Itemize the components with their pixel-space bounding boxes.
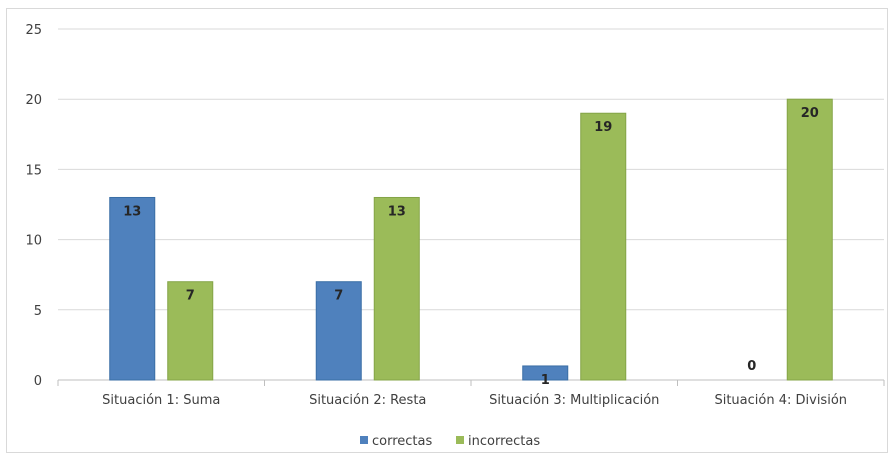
- data-label: 20: [801, 106, 819, 121]
- y-tick-label: 20: [25, 93, 42, 108]
- category-label: Situación 2: Resta: [309, 393, 426, 408]
- y-tick-label: 10: [25, 234, 42, 249]
- legend-swatch-incorrectas: [456, 436, 464, 444]
- legend-label: correctas: [372, 434, 432, 449]
- category-label: Situación 1: Suma: [102, 393, 220, 408]
- data-label: 7: [334, 289, 343, 304]
- bar-correctas: [109, 196, 156, 381]
- category-label: Situación 4: División: [714, 393, 847, 408]
- data-label: 13: [123, 204, 141, 219]
- y-tick-label: 15: [25, 163, 42, 178]
- data-label: 19: [594, 120, 612, 135]
- data-label: 7: [186, 289, 195, 304]
- category-label: Situación 3: Multiplicación: [489, 393, 659, 408]
- legend-swatch-correctas: [360, 436, 368, 444]
- bar-incorrectas: [580, 112, 627, 381]
- y-tick-label: 5: [34, 304, 42, 319]
- data-label: 0: [747, 359, 756, 374]
- data-label: 13: [388, 204, 406, 219]
- data-label: 1: [541, 373, 550, 388]
- legend-label: incorrectas: [468, 434, 540, 449]
- bar-correctas: [315, 281, 362, 381]
- bar-incorrectas: [373, 196, 420, 381]
- y-tick-label: 0: [34, 374, 42, 389]
- bar-incorrectas: [786, 98, 833, 381]
- y-tick-label: 25: [25, 23, 42, 38]
- bar-incorrectas: [167, 281, 214, 381]
- bar-correctas: [522, 365, 569, 381]
